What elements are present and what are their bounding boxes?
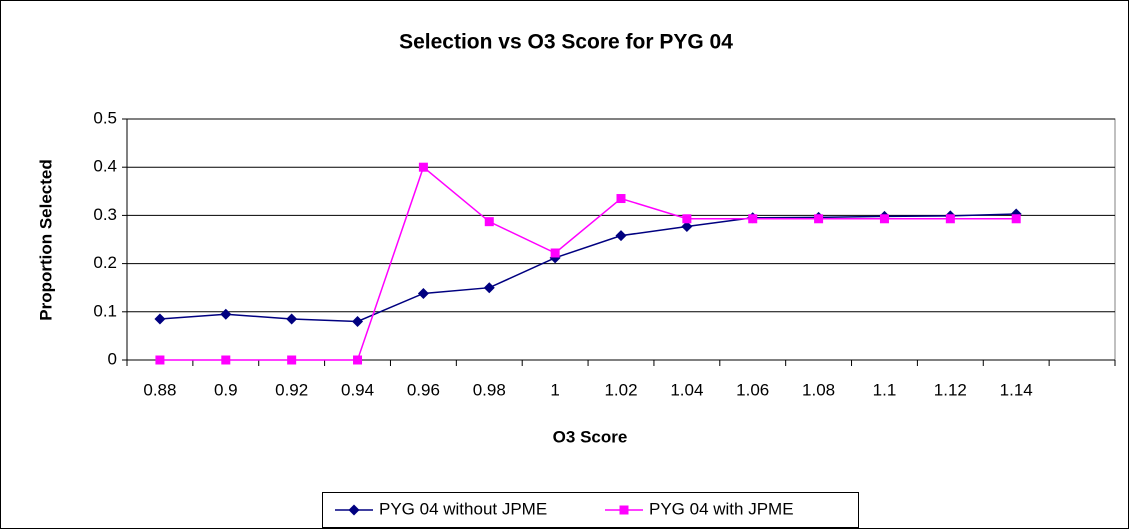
y-tick-label: 0.1 — [93, 301, 117, 320]
y-tick-label: 0.2 — [93, 253, 117, 272]
data-point — [549, 252, 561, 264]
x-axis-label: O3 Score — [553, 427, 628, 446]
data-point — [682, 214, 692, 224]
y-tick-label: 0.4 — [93, 157, 117, 176]
y-tick-label: 0 — [108, 349, 117, 368]
legend-label: PYG 04 with JPME — [649, 499, 794, 518]
chart-title: Selection vs O3 Score for PYG 04 — [399, 31, 733, 54]
x-tick-label: 0.96 — [407, 380, 440, 399]
data-point — [1011, 214, 1021, 224]
legend-marker — [619, 505, 629, 515]
data-point — [484, 217, 494, 227]
x-tick-label: 1.12 — [934, 380, 967, 399]
legend-label: PYG 04 without JPME — [379, 499, 547, 518]
x-tick-label: 0.9 — [214, 380, 238, 399]
x-tick-label: 0.98 — [473, 380, 506, 399]
data-point — [418, 162, 428, 172]
x-tick-label: 1.04 — [670, 380, 703, 399]
data-point — [154, 313, 166, 325]
data-point — [681, 220, 693, 232]
data-point — [352, 315, 364, 327]
x-tick-label: 0.88 — [143, 380, 176, 399]
data-point — [220, 308, 232, 320]
data-point — [748, 214, 758, 224]
legend-marker — [348, 504, 360, 516]
data-point — [550, 248, 560, 258]
x-tick-label: 1.14 — [1000, 380, 1033, 399]
x-tick-label: 0.94 — [341, 380, 374, 399]
data-point — [155, 355, 165, 365]
x-tick-label: 0.92 — [275, 380, 308, 399]
data-point — [287, 355, 297, 365]
y-axis-label: Proportion Selected — [36, 159, 55, 321]
data-point — [615, 230, 627, 242]
data-point — [945, 214, 955, 224]
x-tick-label: 1.02 — [604, 380, 637, 399]
x-tick-label: 1.06 — [736, 380, 769, 399]
legend-box — [322, 492, 859, 528]
series-line — [159, 165, 1017, 361]
data-point — [879, 214, 889, 224]
y-tick-label: 0.5 — [93, 108, 117, 127]
x-tick-label: 1.1 — [873, 380, 897, 399]
data-point — [483, 282, 495, 294]
data-point — [814, 214, 824, 224]
data-point — [353, 355, 363, 365]
data-point — [417, 287, 429, 299]
x-tick-label: 1 — [550, 380, 559, 399]
y-tick-label: 0.3 — [93, 205, 117, 224]
series-line — [159, 213, 1017, 323]
data-point — [616, 194, 626, 204]
data-point — [286, 313, 298, 325]
x-tick-label: 1.08 — [802, 380, 835, 399]
data-point — [221, 355, 231, 365]
